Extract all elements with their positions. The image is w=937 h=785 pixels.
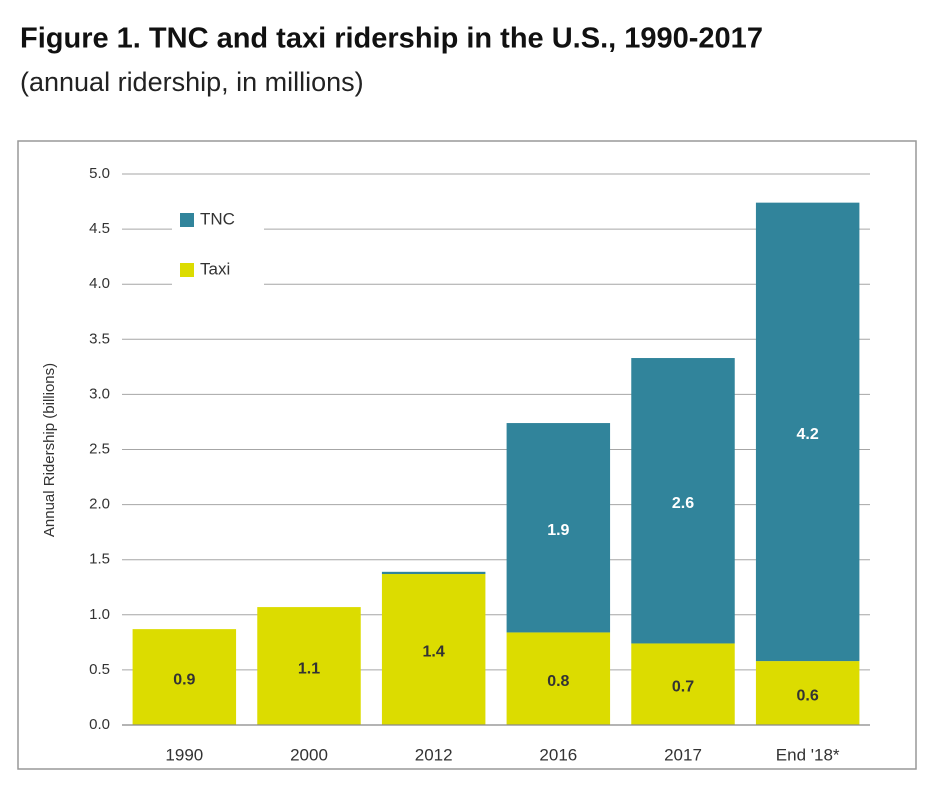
value-label: 1.1 xyxy=(298,660,320,677)
bar-segment xyxy=(257,607,361,725)
value-label: 1.9 xyxy=(547,522,569,539)
y-tick-label: 4.5 xyxy=(89,220,110,237)
legend-label: TNC xyxy=(200,209,235,228)
y-tick-label: 5.0 xyxy=(89,165,110,182)
x-tick-label: End '18* xyxy=(776,745,840,764)
bar-segment xyxy=(381,574,486,725)
y-tick-label: 2.5 xyxy=(89,440,110,457)
y-axis-title: Annual Ridership (billions) xyxy=(41,363,58,537)
y-tick-label: 3.5 xyxy=(89,330,110,347)
bar-segment xyxy=(631,643,735,725)
bar-segment xyxy=(381,571,486,575)
y-tick-label: 4.0 xyxy=(89,275,110,292)
y-tick-label: 1.5 xyxy=(89,551,110,568)
x-tick-label: 2000 xyxy=(290,745,328,764)
value-label: 0.7 xyxy=(672,678,694,695)
bar-segment xyxy=(755,202,860,662)
chart-frame xyxy=(17,140,917,770)
x-tick-label: 2012 xyxy=(415,745,453,764)
x-tick-label: 1990 xyxy=(165,745,203,764)
value-label: 0.6 xyxy=(797,687,819,704)
value-label: 0.9 xyxy=(173,671,195,688)
value-label: 1.4 xyxy=(423,644,445,661)
x-tick-label: 2017 xyxy=(664,745,702,764)
y-tick-label: 0.0 xyxy=(89,716,110,733)
y-tick-label: 2.0 xyxy=(89,496,110,513)
bar-segment xyxy=(506,632,611,725)
value-label: 2.6 xyxy=(672,495,694,512)
legend-label: Taxi xyxy=(200,259,230,278)
y-tick-label: 3.0 xyxy=(89,385,110,402)
y-tick-label: 1.0 xyxy=(89,606,110,623)
x-tick-label: 2016 xyxy=(539,745,577,764)
bar-segment xyxy=(755,661,860,725)
y-tick-label: 0.5 xyxy=(89,661,110,678)
bar-segment xyxy=(631,358,735,644)
chart-title: Figure 1. TNC and taxi ridership in the … xyxy=(20,23,763,55)
value-label: 0.8 xyxy=(547,673,569,690)
bar-segment xyxy=(506,423,611,633)
legend-swatch xyxy=(180,213,194,227)
legend-swatch xyxy=(180,263,194,277)
chart-subtitle: (annual ridership, in millions) xyxy=(20,67,364,97)
value-label: 4.2 xyxy=(797,426,819,443)
bar-segment xyxy=(132,629,237,725)
